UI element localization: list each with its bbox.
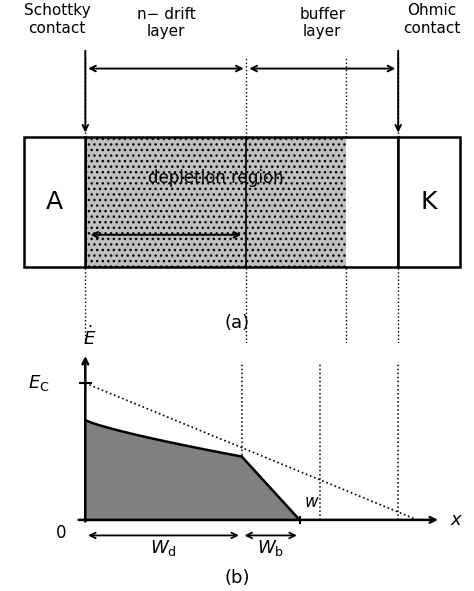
Text: A: A <box>46 190 63 215</box>
Polygon shape <box>85 420 300 520</box>
Text: K: K <box>421 190 437 215</box>
Text: 0: 0 <box>56 524 67 543</box>
Text: $W_{\mathrm{b}}$: $W_{\mathrm{b}}$ <box>257 538 284 558</box>
Text: $W_{\mathrm{d}}$: $W_{\mathrm{d}}$ <box>150 538 177 558</box>
Bar <box>85 137 398 267</box>
Text: (b): (b) <box>224 569 250 586</box>
Bar <box>246 137 346 267</box>
Text: buffer
layer: buffer layer <box>299 7 346 39</box>
Text: $x$: $x$ <box>450 511 464 529</box>
Text: $w$: $w$ <box>304 493 320 511</box>
Bar <box>398 137 460 267</box>
Text: $E_{\mathrm{C}}$: $E_{\mathrm{C}}$ <box>28 373 50 393</box>
Bar <box>24 137 85 267</box>
Text: (a): (a) <box>224 314 250 333</box>
Text: $\dot{E}$: $\dot{E}$ <box>83 326 97 349</box>
Text: Ohmic
contact: Ohmic contact <box>402 4 460 36</box>
Text: depletion region: depletion region <box>148 169 283 187</box>
Text: n− drift
layer: n− drift layer <box>137 7 195 39</box>
Text: Schottky
contact: Schottky contact <box>24 4 90 36</box>
Bar <box>85 137 246 267</box>
